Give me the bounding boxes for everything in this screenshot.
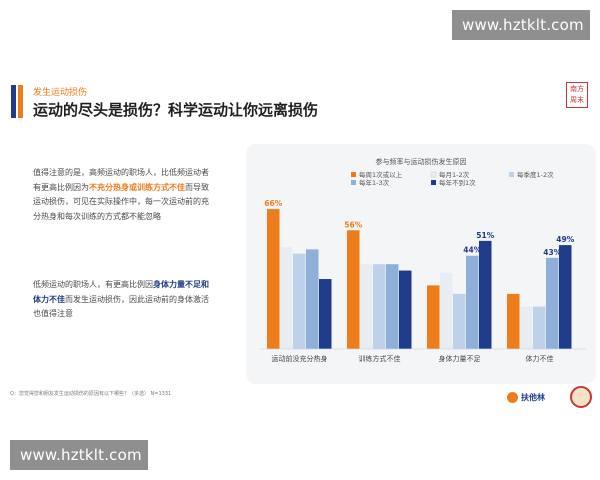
chart-card: 参与频率与运动损伤发生原因每周1次或以上 每月1-2次 每季度1-2次每年1-3次 每… xyxy=(246,144,596,384)
watermark-top: www.hztklt.com xyxy=(452,10,590,40)
publisher-seal-logo: 南方 周末 xyxy=(566,82,588,108)
legend-swatch xyxy=(430,171,437,178)
data-label: 56% xyxy=(344,220,362,229)
chart-bar xyxy=(319,279,332,349)
brand-name: 扶他林 xyxy=(521,392,545,402)
legend-swatch xyxy=(509,172,514,177)
brand-logo: 扶他林 xyxy=(507,390,545,404)
chart-bar xyxy=(293,253,306,349)
legend-label: 每年不到1次 xyxy=(439,178,476,187)
legend-swatch xyxy=(351,172,356,177)
legend-swatch xyxy=(431,180,436,185)
data-label: 44% xyxy=(463,246,481,255)
chart-bar xyxy=(386,264,399,349)
x-tick-label: 体力不佳 xyxy=(526,354,554,363)
x-tick-label: 运动前没充分热身 xyxy=(272,354,328,363)
brand-icon xyxy=(507,391,518,403)
chart-bar xyxy=(360,264,373,349)
section-eyebrow: 发生运动损伤 xyxy=(33,88,88,98)
data-label: 66% xyxy=(264,199,282,208)
chart-bar xyxy=(507,293,520,349)
chart-bar xyxy=(453,293,466,349)
data-label: 51% xyxy=(476,231,494,240)
chart-bar xyxy=(373,264,386,349)
chart-bar xyxy=(427,285,440,349)
x-tick-label: 训练方式不佳 xyxy=(359,354,401,363)
legend-label: 每周1次或以上 xyxy=(359,170,403,179)
legend-label: 每季度1-2次 xyxy=(517,170,554,179)
title-accent-bar-orange xyxy=(18,85,23,118)
paragraph-2-highlight: 身体力量不足和体力不佳 xyxy=(33,280,209,304)
chart-bar xyxy=(466,255,479,349)
page-title: 运动的尽头是损伤？科学运动让你远离损伤 xyxy=(33,101,319,119)
chart-bar xyxy=(520,306,533,349)
chart-bar xyxy=(347,230,360,349)
chart-bar xyxy=(280,247,293,349)
chart-bar xyxy=(559,245,572,349)
legend-label: 每月1-2次 xyxy=(439,170,470,179)
x-tick-label: 身体力量不足 xyxy=(439,354,481,363)
seal-glyph-row: 南方 xyxy=(570,85,584,93)
paragraph-1-text-b: 而导致运动损伤，可见在实际操作中，每一次运动前的充分热身和每次训练的方式都不能忽… xyxy=(33,182,209,221)
legend-swatch xyxy=(351,180,356,185)
data-label: 43% xyxy=(543,248,561,257)
chart-title: 参与频率与运动损伤发生原因 xyxy=(376,157,467,166)
chart-bar xyxy=(546,257,559,349)
chart-bar xyxy=(306,249,319,349)
survey-footnote: Q：您觉得您和朋友发生运动损伤的原因有以下哪些？（多选） N=1331 xyxy=(10,391,172,397)
title-accent-bar xyxy=(11,85,16,118)
chart-bar xyxy=(479,240,492,349)
paragraph-high-frequency: 值得注意的是，高频运动的职场人，比低频运动者有更高比例因为不充分热身或训练方式不… xyxy=(33,166,213,224)
chart-bar xyxy=(440,272,453,349)
chart-bar xyxy=(399,270,412,349)
paragraph-1-text-a: 值得注意的是，高频运动的职场人，比低频运动者有更高比例因为 xyxy=(33,168,209,192)
watermark-bottom: www.hztklt.com xyxy=(10,440,148,470)
chart-bar xyxy=(533,306,546,349)
partner-emblem-logo xyxy=(570,386,592,408)
paragraph-1-highlight: 不充分热身或训练方式不佳 xyxy=(89,182,185,192)
paragraph-2-text-b: 而发生运动损伤，因此运动前的身体激活也值得注意 xyxy=(33,294,209,319)
seal-glyph-row: 周末 xyxy=(570,96,584,104)
paragraph-low-frequency: 低频运动的职场人，有更高比例因身体力量不足和体力不佳而发生运动损伤，因此运动前的… xyxy=(33,278,213,322)
chart-bar xyxy=(267,209,280,349)
legend-label: 每年1-3次 xyxy=(359,178,390,187)
paragraph-2-text-a: 低频运动的职场人，有更高比例因 xyxy=(33,280,153,289)
data-label: 49% xyxy=(556,235,574,244)
